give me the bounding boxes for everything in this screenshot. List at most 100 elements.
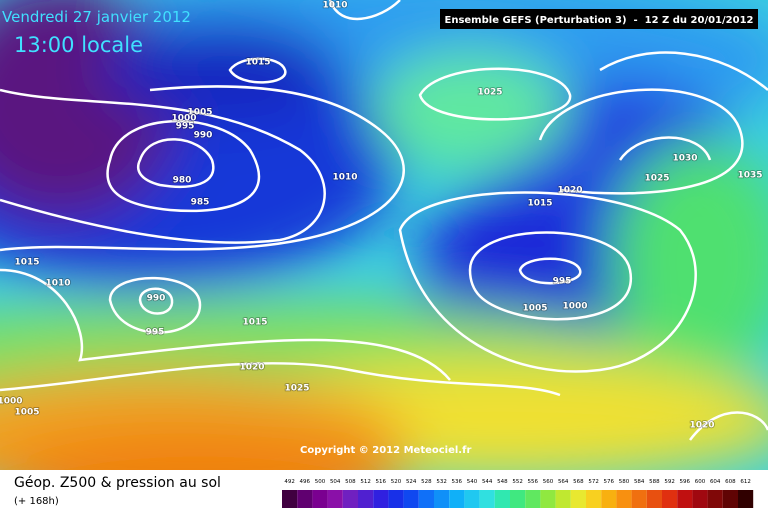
legend-swatch — [403, 490, 419, 508]
isobar-label: 1025 — [644, 174, 669, 184]
isobar-label: 1035 — [737, 171, 762, 181]
legend-swatch — [418, 490, 434, 508]
isobar-label: 985 — [191, 198, 210, 208]
isobar-labels: 1010101510051000995990980985101010251030… — [0, 0, 763, 431]
legend-label: 560 — [543, 479, 554, 485]
legend-label: 540 — [467, 479, 478, 485]
legend-label: 556 — [528, 479, 539, 485]
legend-label: 600 — [695, 479, 706, 485]
isobar-label: 990 — [194, 131, 213, 141]
isobar-label: 1005 — [522, 304, 547, 314]
legend-label: 528 — [421, 479, 432, 485]
isobar-label: 1020 — [689, 421, 714, 431]
isobar-label: 1010 — [332, 173, 357, 183]
legend-swatch — [510, 490, 526, 508]
legend-swatch — [494, 490, 510, 508]
isobar-label: 1000 — [0, 397, 23, 407]
legend-label: 596 — [680, 479, 691, 485]
legend-label: 504 — [330, 479, 341, 485]
legend-label: 584 — [634, 479, 645, 485]
legend-swatch — [722, 490, 738, 508]
legend-swatch — [555, 490, 571, 508]
isobar-label: 995 — [553, 277, 572, 287]
legend-swatch — [707, 490, 723, 508]
isobar-label: 1025 — [284, 384, 309, 394]
legend-swatch — [312, 490, 328, 508]
legend-label: 612 — [740, 479, 751, 485]
legend-label: 548 — [497, 479, 508, 485]
legend-label: 588 — [649, 479, 660, 485]
legend-swatch — [373, 490, 389, 508]
legend-label: 508 — [345, 479, 356, 485]
isobar-label: 1015 — [242, 318, 267, 328]
legend-swatch — [388, 490, 404, 508]
legend-swatch — [540, 490, 556, 508]
legend-swatch — [601, 490, 617, 508]
legend-label: 544 — [482, 479, 493, 485]
legend-label: 564 — [558, 479, 569, 485]
legend-label: 572 — [588, 479, 599, 485]
isobar-label: 1005 — [187, 108, 212, 118]
isobar-label: 990 — [147, 294, 166, 304]
legend-swatch — [342, 490, 358, 508]
model: Ensemble GEFS (Perturbation 3) - 12 Z du… — [445, 15, 754, 26]
legend-label: 608 — [725, 479, 736, 485]
isobar-label: 1020 — [557, 186, 582, 196]
isobar-label: 1015 — [527, 199, 552, 209]
footer-title: Géop. Z500 & pression au sol — [14, 475, 221, 491]
isobars — [0, 0, 768, 441]
legend-swatch — [282, 490, 298, 508]
legend-swatch — [631, 490, 647, 508]
legend-swatch — [479, 490, 495, 508]
legend-swatch — [449, 490, 465, 508]
legend-swatch — [464, 490, 480, 508]
legend-swatch — [662, 490, 678, 508]
legend-swatch — [570, 490, 586, 508]
legend-label: 580 — [619, 479, 630, 485]
legend-swatch — [327, 490, 343, 508]
legend-swatch — [677, 490, 693, 508]
legend-label: 496 — [300, 479, 311, 485]
date: Vendredi 27 janvier 2012 — [2, 8, 191, 26]
isobar-label: 1000 — [171, 114, 196, 124]
legend-label: 568 — [573, 479, 584, 485]
legend-label: 512 — [360, 479, 371, 485]
isobar-label: 995 — [176, 122, 195, 132]
legend-swatch — [434, 490, 450, 508]
legend-label: 492 — [284, 479, 295, 485]
isobar-label: 1000 — [562, 302, 587, 312]
isobar-label: 1005 — [14, 408, 39, 418]
isobar-label: 1015 — [14, 258, 39, 268]
isobar-label: 980 — [173, 176, 192, 186]
legend-swatch — [358, 490, 374, 508]
legend-swatch — [646, 490, 662, 508]
footer-lead: (+ 168h) — [14, 496, 59, 507]
legend-swatch — [616, 490, 632, 508]
isobar-label: 1020 — [239, 363, 264, 373]
model-box — [440, 9, 758, 29]
legend-label: 532 — [436, 479, 447, 485]
legend-label: 552 — [512, 479, 523, 485]
legend-swatch — [738, 490, 754, 508]
isobar-label: 1025 — [477, 88, 502, 98]
legend-swatch — [586, 490, 602, 508]
isobar-label: 1015 — [245, 58, 270, 68]
legend-label: 516 — [376, 479, 387, 485]
legend-label: 500 — [315, 479, 326, 485]
isobar-label: 1010 — [322, 1, 347, 11]
legend-label: 520 — [391, 479, 402, 485]
copyright: Copyright © 2012 Meteociel.fr — [300, 445, 471, 456]
legend-swatch — [692, 490, 708, 508]
legend-label: 536 — [452, 479, 463, 485]
legend-label: 604 — [710, 479, 721, 485]
isobar-label: 1010 — [45, 279, 70, 289]
time: 13:00 locale — [14, 33, 143, 57]
legend: 492 496 500 504 508 512 516 520 524 528 532 536 540 5… — [282, 479, 754, 508]
legend-swatch — [525, 490, 541, 508]
isobar-label: 1030 — [672, 154, 697, 164]
legend-label: 524 — [406, 479, 417, 485]
legend-swatch — [297, 490, 313, 508]
legend-label: 592 — [664, 479, 675, 485]
